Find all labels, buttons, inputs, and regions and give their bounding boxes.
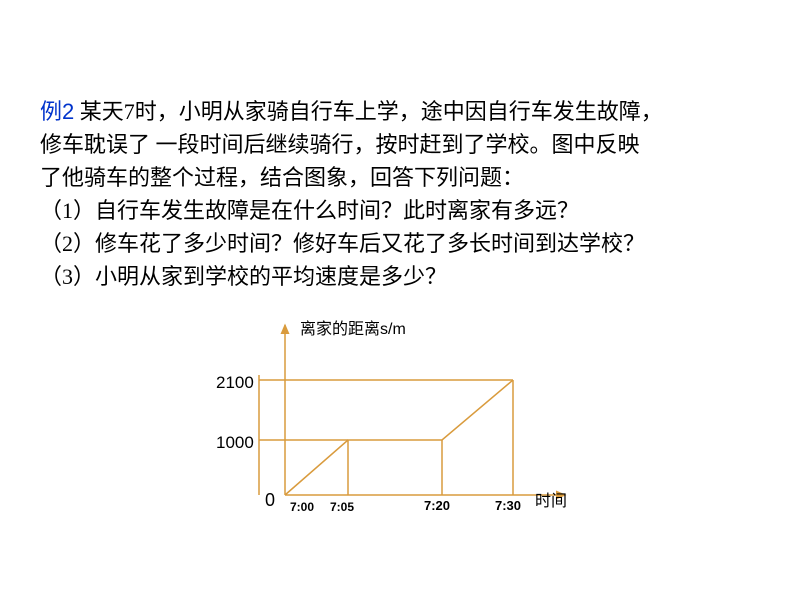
- origin-label: 0: [265, 490, 275, 511]
- distance-time-chart: 离家的距离s/m 时间 2100 1000 0 7:00 7:05 7:20 7…: [210, 315, 590, 545]
- example-label: 例2: [40, 99, 74, 124]
- x-tick-720: 7:20: [424, 498, 450, 513]
- line1-rest: 某天7时，小明从家骑自行车上学，途中因自行车发生故障，: [74, 99, 663, 124]
- problem-line-3: 了他骑车的整个过程，结合图象，回答下列问题：: [40, 161, 754, 194]
- question-3: （3）小明从家到学校的平均速度是多少？: [40, 260, 754, 293]
- y-tick-2100: 2100: [216, 373, 254, 393]
- question-2: （2）修车花了多少时间？修好车后又花了多长时间到达学校？: [40, 227, 754, 260]
- x-tick-730: 7:30: [495, 498, 521, 513]
- question-1: （1）自行车发生故障是在什么时间？此时离家有多远？: [40, 194, 754, 227]
- problem-line-2: 修车耽误了 一段时间后继续骑行，按时赶到了学校。图中反映: [40, 128, 754, 161]
- x-tick-705: 7:05: [330, 500, 354, 514]
- y-axis-label: 离家的距离s/m: [300, 315, 406, 339]
- problem-block: 例2 某天7时，小明从家骑自行车上学，途中因自行车发生故障， 修车耽误了 一段时…: [0, 0, 794, 293]
- y-tick-1000: 1000: [216, 433, 254, 453]
- x-tick-700: 7:00: [290, 500, 314, 514]
- x-axis-label: 时间: [535, 487, 567, 511]
- problem-line-1: 例2 某天7时，小明从家骑自行车上学，途中因自行车发生故障，: [40, 95, 754, 128]
